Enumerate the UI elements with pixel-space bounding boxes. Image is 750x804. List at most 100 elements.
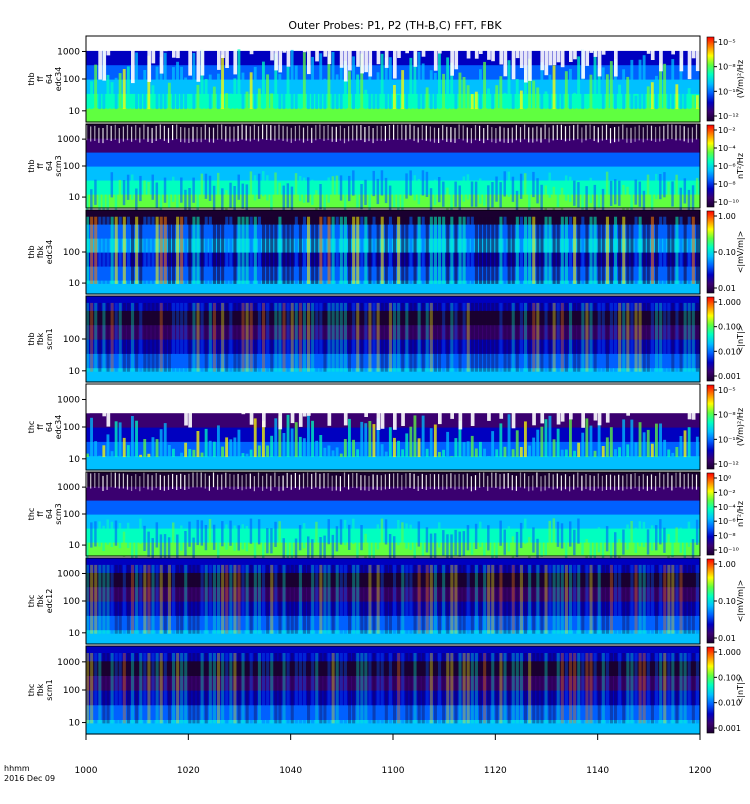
colorbar-label: nT²/Hz [736,501,745,527]
colorbar-tick-label: 10⁻⁵ [718,386,736,395]
colorbar-tick-label: 10⁻⁴ [718,144,736,153]
colorbar-tick-label: 10⁻⁸ [718,411,736,420]
y-tick-label: 1000 [57,135,80,145]
colorbar-tick-label: 10⁻⁸ [718,532,736,541]
y-tick-label: 10 [69,367,81,377]
colorbar [707,385,714,469]
date-label: 2016 Dec 09 [4,774,55,783]
colorbar-label: <|mV/m|> [736,231,745,274]
y-tick-label: 1000 [57,395,80,405]
y-axis-label: edc34 [54,415,63,440]
colorbar-tick-label: 0.01 [718,284,736,293]
colorbar-tick-label: 0.001 [718,372,741,381]
y-axis-label: thb [27,245,36,258]
y-axis-label: fbk [36,245,45,258]
y-tick-label: 1000 [57,47,80,57]
x-tick-label: 1020 [177,766,200,776]
y-axis-label: edc34 [54,67,63,92]
colorbar-tick-label: 0.01 [718,634,736,643]
y-axis-label: scm3 [54,155,63,176]
colorbar-tick-label: 10⁻¹² [718,112,739,121]
colorbar [707,297,714,381]
colorbar [707,37,714,121]
colorbar-tick-label: 10⁻⁵ [718,38,736,47]
y-axis-label: ff [36,76,45,82]
heatmap-4 [86,296,700,383]
y-tick-label: 100 [63,248,80,258]
y-axis-label: edc12 [45,589,54,614]
y-axis-label: fbk [36,683,45,696]
y-tick-label: 100 [63,335,80,345]
colorbar [707,647,714,733]
heatmap-8 [86,646,700,735]
x-tick-label: 1040 [279,766,302,776]
colorbar-label: <|nT|> [736,325,745,354]
y-axis-label: thc [27,684,36,697]
y-tick-label: 100 [63,423,80,433]
colorbar-tick-label: 10⁻¹² [718,460,739,469]
y-tick-label: 10 [69,279,81,289]
colorbar-tick-label: 10⁻¹⁰ [718,198,739,207]
colorbar-tick-label: 0.10 [718,248,736,257]
colorbar-tick-label: 0.10 [718,597,736,606]
x-tick-label: 1100 [382,766,405,776]
heatmap-2 [86,124,700,216]
y-tick-label: 10 [69,193,81,203]
x-tick-label: 1120 [484,766,507,776]
y-axis-label: ff [36,511,45,517]
x-tick-label: 1000 [75,766,98,776]
y-tick-label: 10 [69,107,81,117]
heatmap-5 [86,384,700,471]
y-tick-label: 1000 [57,483,80,493]
colorbar-tick-label: 10⁻² [718,126,736,135]
colorbar-tick-label: 1.000 [718,298,741,307]
colorbar-tick-label: 10⁻⁴ [718,503,736,512]
y-tick-label: 100 [63,162,80,172]
y-axis-label: thb [27,159,36,172]
y-axis-label: thb [27,332,36,345]
y-axis-label: 64 [45,161,54,171]
colorbar-tick-label: 1.000 [718,648,741,657]
x-tick-label: 1200 [689,766,712,776]
y-tick-label: 100 [63,686,80,696]
y-axis-label: fbk [36,594,45,607]
y-tick-label: 100 [63,597,80,607]
heatmap-6 [86,472,700,564]
y-axis-label: thb [27,72,36,85]
y-axis-label: thc [27,421,36,434]
y-axis-label: edc34 [45,240,54,265]
colorbar [707,473,714,555]
y-axis-label: thc [27,508,36,521]
y-tick-label: 10 [69,455,81,465]
y-tick-label: 100 [63,510,80,520]
y-axis-label: 64 [45,509,54,519]
colorbar-tick-label: 1.00 [718,212,736,221]
y-tick-label: 10 [69,629,81,639]
colorbar [707,559,714,643]
colorbar [707,211,714,293]
colorbar-label: <|nT|> [736,676,745,705]
heatmap-1 [86,36,700,123]
colorbar-label: nT²/Hz [736,153,745,179]
colorbar-tick-label: 10⁻¹⁰ [718,546,739,555]
colorbar [707,125,714,207]
y-tick-label: 10 [69,719,81,729]
colorbar-tick-label: 10⁻⁸ [718,63,736,72]
y-axis-label: ff [36,424,45,430]
colorbar-label: (V/m)²/Hz [736,60,745,98]
x-tick-label: 1140 [586,766,609,776]
time-axis: 1000 1020 1040 1100 1120 1140 1200 [75,734,712,776]
colorbar-tick-label: 10⁻⁸ [718,180,736,189]
time-format-label: hhmm [4,764,30,773]
y-tick-label: 1000 [57,569,80,579]
y-axis-label: 64 [45,74,54,84]
y-axis-label: scm1 [45,679,54,700]
